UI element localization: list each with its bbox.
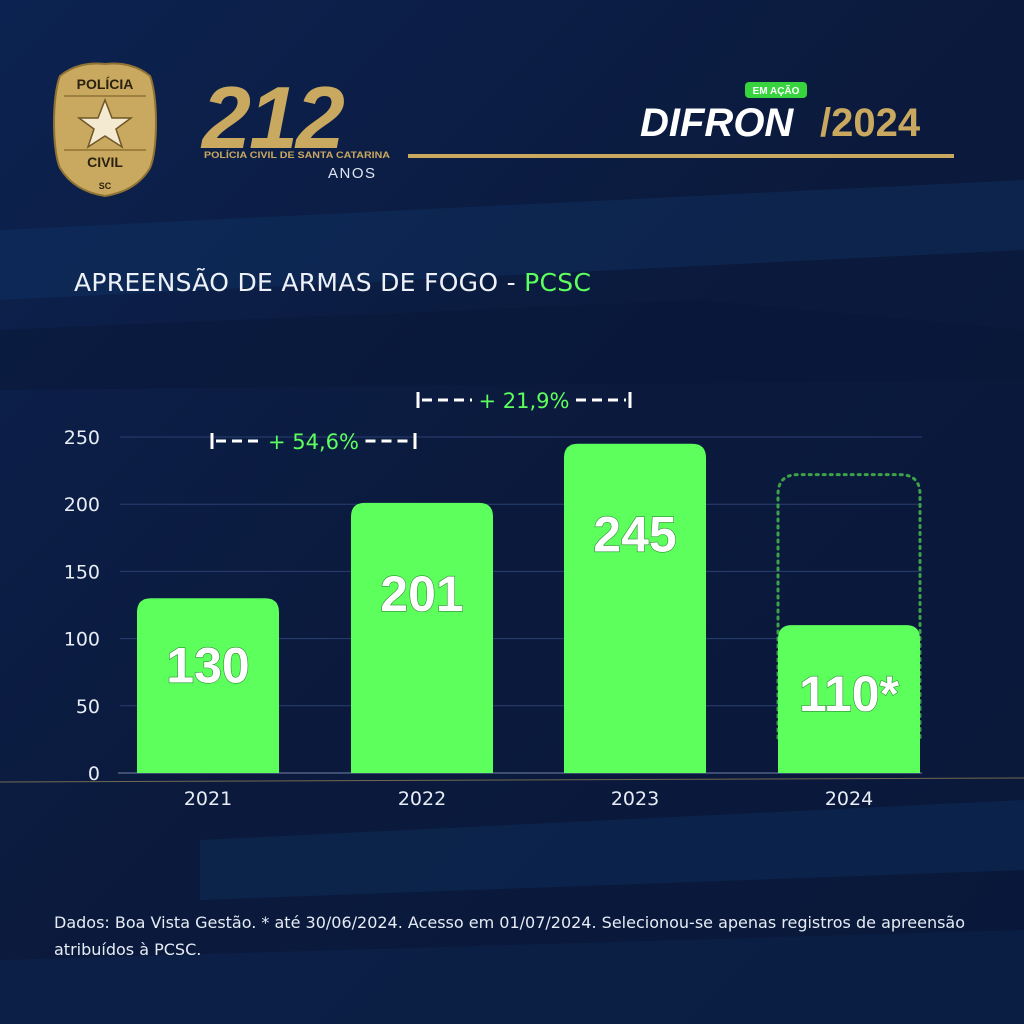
star-icon <box>76 97 134 149</box>
badge-bottom-text: SC <box>99 181 112 191</box>
annotation-label: + 21,9% <box>479 389 570 413</box>
annotation-label: + 54,6% <box>268 430 359 454</box>
difron-text: DIFRON <box>640 101 794 145</box>
bar-value-label: 110* <box>799 666 900 722</box>
source-footnote: Dados: Boa Vista Gestão. * até 30/06/202… <box>54 913 966 959</box>
bar-2022 <box>351 502 493 773</box>
projection-outline <box>776 473 922 740</box>
x-tick-label: 2021 <box>184 788 232 810</box>
chart-title-main: APREENSÃO DE ARMAS DE FOGO - <box>74 268 525 297</box>
anniversary-number: 212 <box>200 68 345 167</box>
x-tick-label: 2022 <box>398 788 446 810</box>
chart-title: APREENSÃO DE ARMAS DE FOGO - PCSC <box>74 268 591 297</box>
anniversary-anos: ANOS <box>328 165 377 182</box>
em-acao-tag <box>745 82 807 98</box>
bar-2021 <box>137 598 279 773</box>
bar-chart: 0 50 100 150 200 250 130 2021 201 2022 245 2023 110*… <box>64 389 922 810</box>
difron-logo: EM AÇÃO DIFRON /2024 <box>640 82 921 145</box>
y-tick-label: 200 <box>64 494 100 516</box>
difron-year-text: /2024 <box>820 101 921 145</box>
police-badge: POLÍCIA CIVIL SC <box>53 62 157 198</box>
bar-value-label: 130 <box>166 638 249 694</box>
y-tick-label: 0 <box>88 763 100 785</box>
bar-value-label: 201 <box>380 566 463 622</box>
bar-2024 <box>778 625 920 773</box>
x-tick-label: 2023 <box>611 788 659 810</box>
y-tick-label: 250 <box>64 427 100 449</box>
chart-title-accent: PCSC <box>524 268 592 297</box>
bar-value-label: 245 <box>593 507 676 563</box>
badge-top-text: POLÍCIA <box>77 76 134 92</box>
header-branding: POLÍCIA CIVIL SC 212 POLÍCIA CIVIL DE SA… <box>53 62 954 198</box>
anniversary-subtitle: POLÍCIA CIVIL DE SANTA CATARINA <box>204 150 391 160</box>
em-acao-text: EM AÇÃO <box>753 84 800 97</box>
y-tick-label: 100 <box>64 629 100 651</box>
badge-middle-text: CIVIL <box>87 154 123 170</box>
x-tick-label: 2024 <box>825 788 873 810</box>
y-tick-label: 150 <box>64 561 100 583</box>
anniversary-logo: 212 POLÍCIA CIVIL DE SANTA CATARINA ANOS <box>200 68 391 182</box>
y-tick-label: 50 <box>76 696 100 718</box>
bar-2023 <box>564 443 706 773</box>
